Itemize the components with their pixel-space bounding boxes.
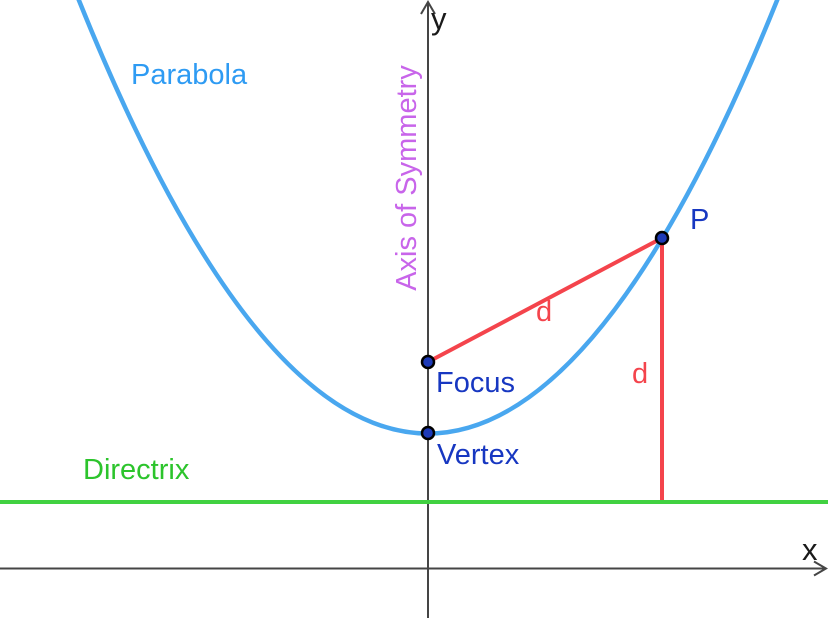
parabola-label: Parabola <box>131 59 248 91</box>
x-axis-arrow-icon <box>813 560 828 577</box>
y-axis-label: y <box>431 1 447 36</box>
y-axis-arrow-icon <box>420 0 436 15</box>
focus-to-p-line <box>426 236 664 364</box>
vertex-point <box>420 425 436 441</box>
distance-to-focus-label: d <box>536 296 553 328</box>
axis-of-symmetry-label: Axis of Symmetry <box>391 65 423 291</box>
vertex-label: Vertex <box>437 439 520 471</box>
x-axis-label: x <box>802 532 818 567</box>
focus-point <box>420 354 436 370</box>
directrix-label: Directrix <box>83 454 190 486</box>
point-p-label: P <box>690 204 710 236</box>
p-point <box>654 230 670 246</box>
focus-label: Focus <box>436 367 515 399</box>
distance-to-directrix-label: d <box>632 358 649 390</box>
